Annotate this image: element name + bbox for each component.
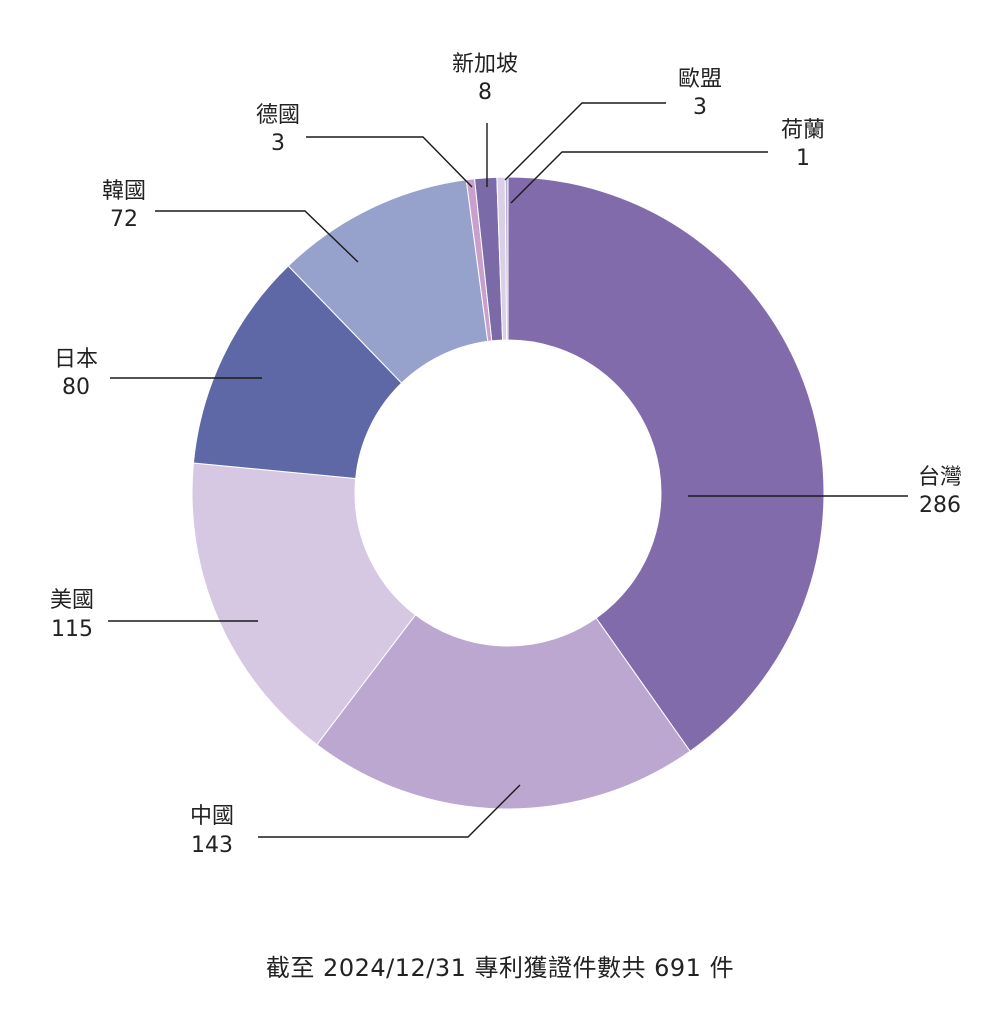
label-germany-name: 德國	[256, 103, 300, 128]
label-usa-name: 美國	[50, 588, 94, 613]
leader-germany	[306, 136, 473, 188]
label-eu-value: 3	[693, 95, 707, 120]
leader-eu	[504, 102, 666, 181]
label-eu-name: 歐盟	[678, 67, 722, 92]
label-singapore-name: 新加坡	[452, 52, 518, 77]
slice-japan	[192, 265, 403, 480]
label-japan-value: 80	[62, 375, 90, 400]
label-korea-name: 韓國	[102, 179, 146, 204]
leader-korea	[155, 210, 359, 263]
label-germany-value: 3	[271, 131, 285, 156]
chart-footnote: 截至 2024/12/31 專利獲證件數共 691 件	[265, 954, 735, 982]
label-japan-name: 日本	[54, 347, 98, 372]
leader-lines	[108, 102, 908, 838]
label-china-name: 中國	[190, 804, 234, 829]
label-singapore-value: 8	[478, 80, 492, 105]
label-china-value: 143	[191, 833, 233, 858]
label-netherlands-name: 荷蘭	[781, 118, 825, 143]
label-usa-value: 115	[51, 617, 93, 642]
slice-usa	[191, 462, 417, 746]
slice-labels: 台灣 286 中國 143 美國 115 日本 80 韓國 72 德國 3 新加坡 8 歐盟 3 荷蘭 1	[50, 52, 962, 858]
leader-netherlands	[510, 151, 768, 204]
slice-taiwan	[507, 176, 825, 752]
leader-china	[258, 784, 521, 838]
label-korea-value: 72	[110, 207, 138, 232]
donut-slices	[191, 176, 825, 810]
label-taiwan-value: 286	[919, 493, 961, 518]
label-taiwan-name: 台灣	[918, 465, 962, 490]
slice-netherlands	[504, 176, 509, 341]
label-netherlands-value: 1	[796, 146, 810, 171]
slice-china	[316, 614, 691, 810]
